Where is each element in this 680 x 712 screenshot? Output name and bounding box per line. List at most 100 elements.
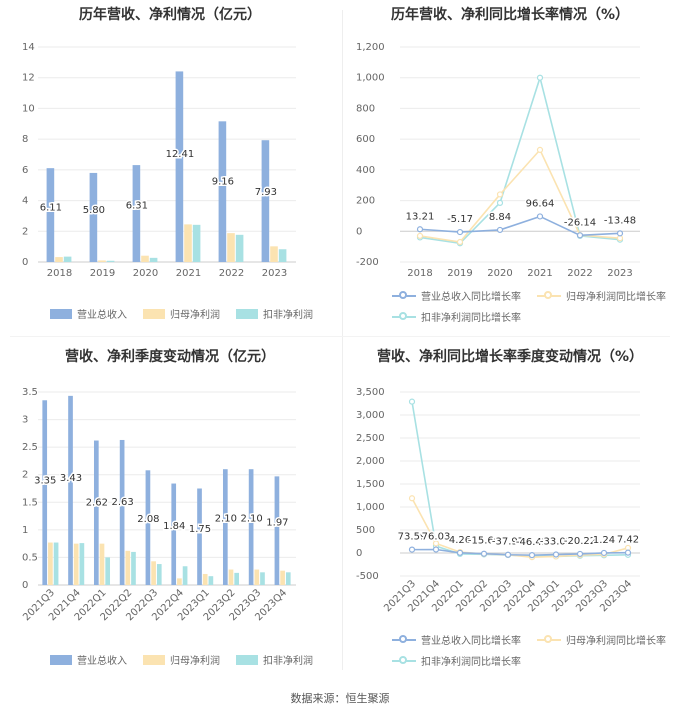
- revenue-data-label: 2.08: [137, 514, 159, 525]
- legend-deducted-profit[interactable]: 扣非净利润: [236, 652, 313, 667]
- data-point: [624, 549, 632, 556]
- legend-label: 营业总收入: [77, 656, 127, 667]
- y-tick-label: 2,000: [356, 456, 385, 467]
- y-tick-label: -200: [356, 257, 379, 268]
- y-tick-label: 0: [356, 226, 362, 237]
- legend-parent-growth[interactable]: 归母净利润同比增长率: [537, 288, 666, 303]
- legend-label: 归母净利润同比增长率: [566, 636, 666, 647]
- chart-title: 营收、净利同比增长率季度变动情况（%）: [376, 349, 644, 365]
- revenue-data-label: 2.10: [215, 513, 237, 524]
- revenue-data-label: 2.10: [240, 513, 262, 524]
- legend-marker: [537, 634, 561, 646]
- revenue-data-label: 6.31: [126, 201, 148, 212]
- bar-parent-profit: [151, 561, 156, 585]
- data-point: [432, 540, 440, 547]
- chart-legend[interactable]: 营业总收入同比增长率 归母净利润同比增长率 扣非净利润同比增长率: [392, 288, 680, 330]
- bar-revenue: [197, 488, 202, 585]
- revenue-data-label: 12.41: [166, 149, 195, 160]
- bar-parent-profit: [228, 569, 234, 585]
- x-tick-label: 2021: [176, 268, 201, 279]
- y-tick-label: 0: [22, 580, 28, 591]
- legend-deducted-profit[interactable]: 扣非净利润: [236, 306, 313, 321]
- horizontal-divider: [10, 336, 670, 337]
- annual-revenue-profit-panel: 历年营收、净利情况（亿元） 0 2 4 6 8 10 12 14 2018 6.11 2019 5.8…: [0, 0, 340, 336]
- revenue-data-label: 1.97: [266, 517, 288, 528]
- x-tick-label: 2018: [407, 268, 432, 279]
- bar-revenue: [119, 439, 125, 585]
- legend-revenue-growth[interactable]: 营业总收入同比增长率: [392, 632, 521, 647]
- data-point: [408, 495, 416, 502]
- x-tick-label: 2023: [262, 268, 287, 279]
- bar-revenue: [218, 121, 227, 262]
- bar-revenue: [132, 165, 141, 262]
- bar-parent-profit: [141, 255, 149, 262]
- bar-deducted-profit: [192, 224, 201, 262]
- legend-label: 营业总收入同比增长率: [421, 636, 521, 647]
- chart-legend[interactable]: 营业总收入同比增长率 归母净利润同比增长率 扣非净利润同比增长率: [392, 632, 680, 674]
- y-tick-label: 1,000: [356, 502, 385, 513]
- revenue-growth-data-label: 1.24: [593, 535, 615, 546]
- chart-legend[interactable]: 营业总收入 归母净利润 扣非净利润: [50, 652, 329, 673]
- legend-label: 扣非净利润: [263, 656, 313, 667]
- bar-revenue: [261, 140, 270, 262]
- bar-parent-profit: [98, 260, 106, 262]
- legend-swatch-revenue: [50, 308, 72, 319]
- revenue-growth-data-label: 76.03: [422, 532, 451, 543]
- bar-deducted-profit: [53, 542, 59, 585]
- legend-revenue[interactable]: 营业总收入: [50, 652, 127, 667]
- revenue-data-label: 7.93: [255, 187, 277, 198]
- revenue-growth-data-label: -20.22: [564, 536, 596, 547]
- quarterly-growth-panel: 营收、净利同比增长率季度变动情况（%） -500 0 500 1,000 1,500 2,…: [340, 336, 680, 686]
- bar-parent-profit: [202, 573, 208, 585]
- bar-deducted-profit: [234, 572, 240, 585]
- bar-deducted-profit: [149, 257, 158, 262]
- legend-parent-profit[interactable]: 归母净利润: [143, 652, 220, 667]
- series-line-revenue-growth: [419, 215, 621, 237]
- legend-swatch-revenue: [50, 654, 72, 665]
- legend-parent-growth[interactable]: 归母净利润同比增长率: [537, 632, 666, 647]
- legend-revenue[interactable]: 营业总收入: [50, 306, 127, 321]
- y-tick-label: 3,500: [356, 387, 385, 398]
- y-tick-label: 1,200: [356, 42, 385, 53]
- bar-deducted-profit: [63, 256, 72, 262]
- legend-label: 归母净利润同比增长率: [566, 292, 666, 303]
- y-tick-label: 400: [356, 165, 375, 176]
- chart-legend[interactable]: 营业总收入 归母净利润 扣非净利润: [50, 306, 329, 327]
- legend-parent-profit[interactable]: 归母净利润: [143, 306, 220, 321]
- bar-revenue: [89, 172, 98, 262]
- revenue-data-label: 3.35: [34, 475, 56, 486]
- bar-parent-profit: [177, 578, 182, 585]
- bar-revenue: [175, 71, 184, 263]
- revenue-growth-data-label: 96.64: [526, 198, 555, 209]
- revenue-data-label: 2.63: [111, 497, 133, 508]
- revenue-growth-data-label: 7.42: [617, 535, 639, 546]
- annual-growth-panel: 历年营收、净利同比增长率情况（%） -200 0 200 400 600 800 1,000…: [340, 0, 680, 336]
- data-point: [600, 549, 608, 557]
- bar-parent-profit: [73, 543, 79, 585]
- data-source: 数据来源：恒生聚源: [290, 692, 390, 705]
- revenue-growth-data-label: -5.17: [447, 214, 473, 225]
- x-tick-label: 2022: [219, 268, 244, 279]
- legend-deducted-growth[interactable]: 扣非净利润同比增长率: [392, 653, 521, 668]
- legend-marker: [392, 311, 416, 323]
- bar-deducted-profit: [235, 234, 244, 262]
- x-tick-label: 2023: [607, 268, 632, 279]
- revenue-growth-data-label: 13.21: [406, 211, 435, 222]
- quarterly-line-chart: -50005001,0001,5002,0002,5003,0003,50020…: [356, 387, 641, 614]
- bar-revenue: [46, 168, 55, 262]
- bar-parent-profit: [48, 542, 53, 585]
- legend-deducted-growth[interactable]: 扣非净利润同比增长率: [392, 309, 521, 324]
- bar-parent-profit: [55, 257, 63, 262]
- revenue-data-label: 5.80: [83, 205, 105, 216]
- bar-revenue: [222, 469, 228, 585]
- bar-deducted-profit: [106, 260, 115, 262]
- bar-revenue: [42, 400, 48, 585]
- data-point: [616, 230, 624, 237]
- chart-title: 营收、净利季度变动情况（亿元）: [65, 349, 275, 365]
- legend-revenue-growth[interactable]: 营业总收入同比增长率: [392, 288, 521, 303]
- y-tick-label: 10: [22, 103, 35, 114]
- data-point: [408, 546, 416, 553]
- legend-label: 营业总收入: [77, 310, 127, 321]
- revenue-growth-data-label: -33.02: [540, 537, 572, 548]
- series-line-parent-growth: [411, 497, 629, 558]
